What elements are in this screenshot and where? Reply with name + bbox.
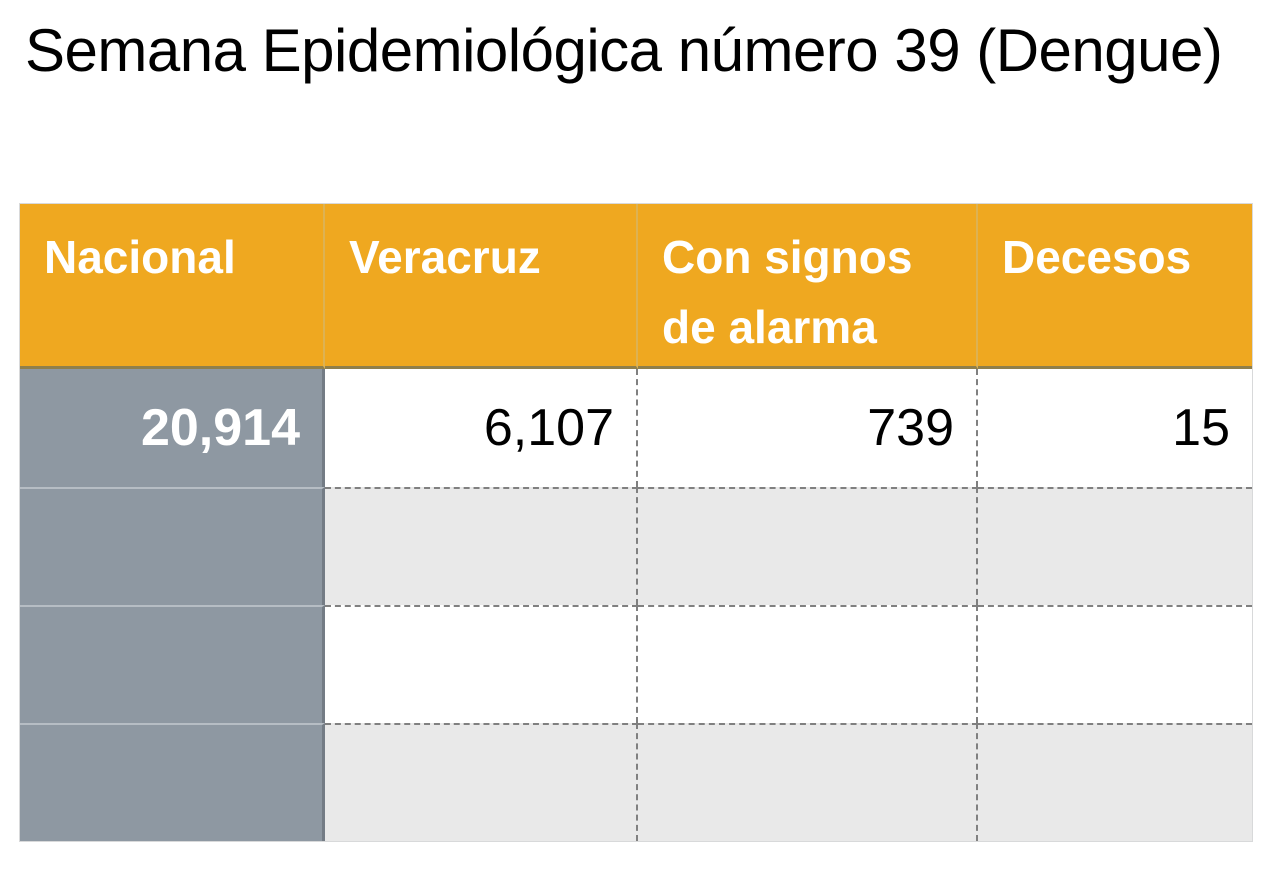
slide-title: Semana Epidemiológica número 39 (Dengue)	[25, 17, 1223, 84]
empty-cell-nacional-row4	[20, 723, 325, 841]
empty-cell-decesos-row4	[978, 723, 1252, 841]
column-header-nacional: Nacional	[20, 204, 325, 369]
value-cell-nacional: 20,914	[20, 369, 325, 487]
empty-cell-veracruz-row3	[325, 605, 638, 723]
empty-cell-nacional-row3	[20, 605, 325, 723]
column-header-veracruz: Veracruz	[325, 204, 638, 369]
dengue-week39-table: Nacional Veracruz Con signos de alarma D…	[19, 203, 1253, 842]
value-cell-decesos: 15	[978, 369, 1252, 487]
empty-cell-veracruz-row4	[325, 723, 638, 841]
column-header-con-signos-de-alarma: Con signos de alarma	[638, 204, 978, 369]
empty-cell-decesos-row3	[978, 605, 1252, 723]
empty-cell-con-signos-row4	[638, 723, 978, 841]
empty-cell-decesos-row2	[978, 487, 1252, 605]
value-cell-con-signos-de-alarma: 739	[638, 369, 978, 487]
empty-cell-con-signos-row3	[638, 605, 978, 723]
empty-cell-con-signos-row2	[638, 487, 978, 605]
empty-cell-veracruz-row2	[325, 487, 638, 605]
column-header-decesos: Decesos	[978, 204, 1252, 369]
empty-cell-nacional-row2	[20, 487, 325, 605]
value-cell-veracruz: 6,107	[325, 369, 638, 487]
